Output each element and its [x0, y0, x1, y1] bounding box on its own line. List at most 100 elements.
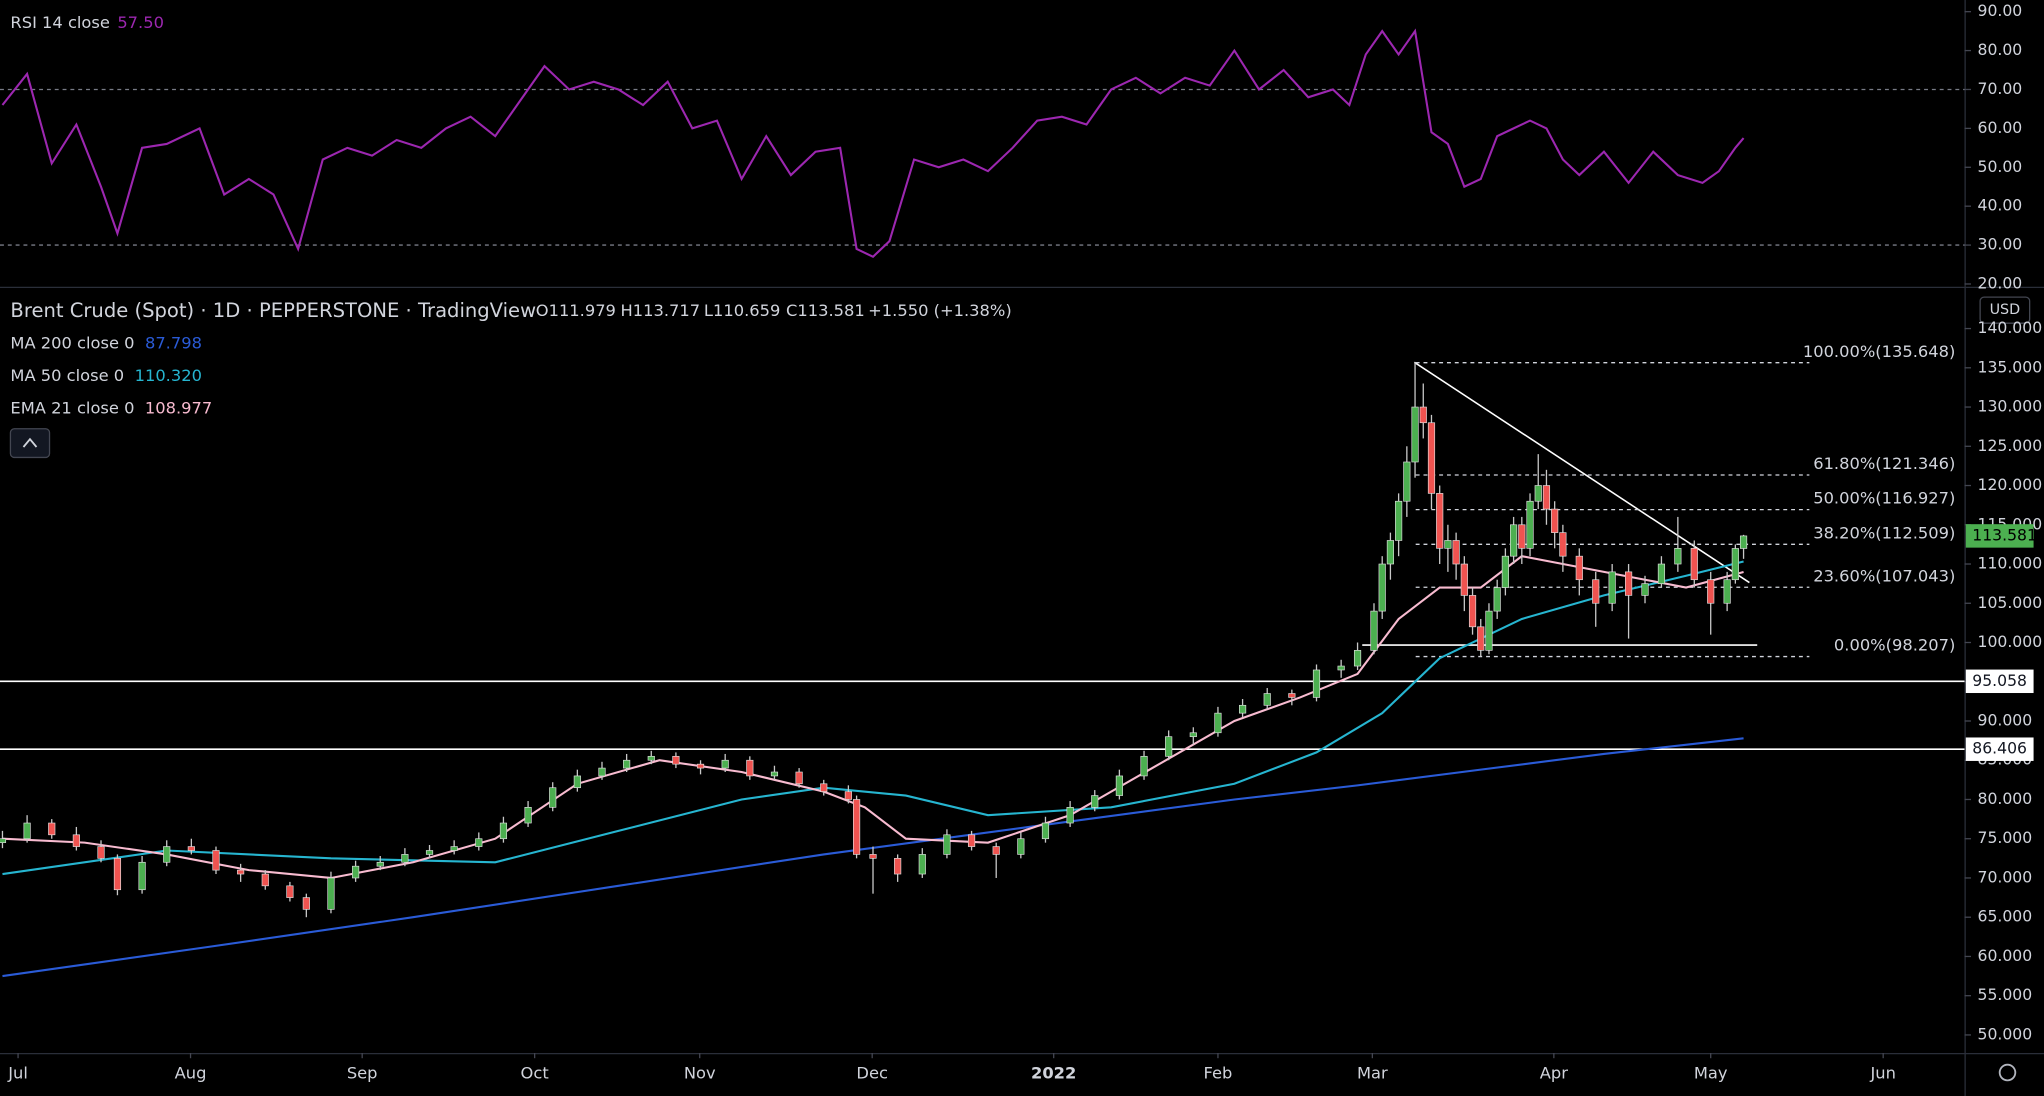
candle-body [475, 838, 483, 847]
candle-body [721, 759, 729, 769]
fib-label: 0.00%(98.207) [1834, 636, 1955, 655]
candle-body [1189, 732, 1197, 738]
candle-body [1575, 555, 1583, 581]
candle-body [1468, 595, 1477, 628]
candle-body [237, 869, 245, 875]
ohlc-value: H113.717 [621, 301, 701, 320]
y-tick-label: 80.000 [1978, 789, 2033, 808]
candle-body [770, 771, 779, 777]
candle-body [1312, 669, 1321, 698]
y-tick-label: 50.00 [1978, 157, 2023, 176]
y-tick-label: 60.000 [1978, 946, 2033, 965]
candle-body [1460, 563, 1468, 596]
legend-value: 87.798 [145, 334, 202, 353]
candle-body [1510, 524, 1518, 557]
candle-body [327, 877, 335, 910]
candle-body [352, 865, 360, 879]
candle-body [647, 755, 655, 761]
legend-name: EMA 21 close 0 [10, 399, 134, 418]
collapse-icon[interactable] [22, 437, 38, 448]
candle-body [943, 834, 951, 855]
y-tick-label: 90.00 [1978, 1, 2023, 20]
candle-body [1386, 540, 1394, 565]
rsi-title: RSI 14 close [10, 13, 109, 32]
candle-body [1551, 508, 1559, 533]
candle-body [1534, 485, 1542, 502]
settings-icon[interactable] [1998, 1063, 2017, 1082]
candle-body [1165, 736, 1173, 757]
legend-value: 108.977 [145, 399, 212, 418]
candle-body [1238, 704, 1247, 714]
candle-body [212, 850, 220, 871]
candle-body [1066, 807, 1074, 824]
candle-body [1690, 547, 1698, 581]
candle-body [869, 854, 877, 859]
candle-body [1353, 650, 1362, 667]
candle-body [1017, 838, 1025, 855]
candle-body [1501, 555, 1509, 588]
x-tick-label: Apr [1540, 1063, 1568, 1082]
x-tick-label: Dec [856, 1063, 888, 1082]
candle-body [1288, 693, 1296, 698]
last-price-label: 113.581 [1972, 525, 2037, 544]
candle-body [1140, 755, 1148, 777]
x-tick-label: Nov [684, 1063, 716, 1082]
currency-label[interactable]: USD [1990, 302, 2021, 318]
moving-average-line [2, 560, 1744, 876]
y-tick-label: 100.000 [1978, 632, 2043, 651]
collapse-legend-button[interactable] [9, 428, 51, 459]
candle-body [187, 846, 195, 851]
x-tick-label: Mar [1357, 1063, 1388, 1082]
y-tick-label: 70.000 [1978, 867, 2033, 886]
chart-title: Brent Crude (Spot) · 1D · PEPPERSTONE · … [10, 299, 536, 322]
x-tick-label: Sep [347, 1063, 378, 1082]
candle-body [1608, 571, 1616, 604]
ohlc-value: O111.979 [536, 301, 616, 320]
candle-body [844, 791, 852, 800]
price-badge-label: 86.406 [1972, 739, 2027, 758]
fib-label: 50.00%(116.927) [1813, 489, 1955, 508]
y-tick-label: 20.00 [1978, 273, 2023, 292]
y-tick-label: 70.00 [1978, 79, 2023, 98]
candle-body [672, 755, 680, 765]
y-tick-label: 30.00 [1978, 235, 2023, 254]
y-tick-label: 130.000 [1978, 397, 2043, 416]
candle-body [113, 858, 122, 891]
ohlc-value: +1.550 (+1.38%) [868, 301, 1012, 320]
candle-body [853, 799, 861, 855]
candle-body [623, 759, 631, 769]
currency-button[interactable] [1979, 296, 2031, 324]
last-price-badge [1965, 524, 2034, 548]
candle-body [425, 850, 434, 855]
x-tick-label: Aug [175, 1063, 207, 1082]
candle-body [696, 763, 705, 769]
x-tick-label: Feb [1204, 1063, 1233, 1082]
candle-body [918, 854, 926, 875]
candle-body [1403, 461, 1411, 502]
candle-body [1419, 406, 1427, 424]
candle-body [163, 846, 171, 863]
candle-body [23, 822, 31, 840]
candle-body [1526, 500, 1534, 549]
candle-body [1214, 712, 1222, 734]
fib-label: 100.00%(135.648) [1803, 342, 1956, 361]
candle-body [1444, 540, 1452, 549]
price-badge [1965, 669, 2034, 694]
candle-body [1559, 532, 1567, 557]
candle-body [795, 771, 803, 785]
x-tick-label: Jun [1869, 1063, 1895, 1082]
fib-label: 38.20%(112.509) [1813, 523, 1955, 542]
candle-body [1657, 563, 1666, 584]
candle-body [1378, 563, 1386, 612]
candle-body [72, 834, 80, 847]
candle-body [1592, 579, 1600, 604]
y-tick-label: 55.000 [1978, 985, 2033, 1004]
candle-body [1091, 795, 1099, 808]
candle-body [1485, 610, 1493, 651]
price-badge-label: 95.058 [1972, 671, 2027, 690]
candle-body [499, 822, 508, 840]
x-tick-label: 2022 [1031, 1063, 1076, 1082]
candle-body [1427, 422, 1436, 494]
x-tick-label: Jul [7, 1063, 28, 1082]
